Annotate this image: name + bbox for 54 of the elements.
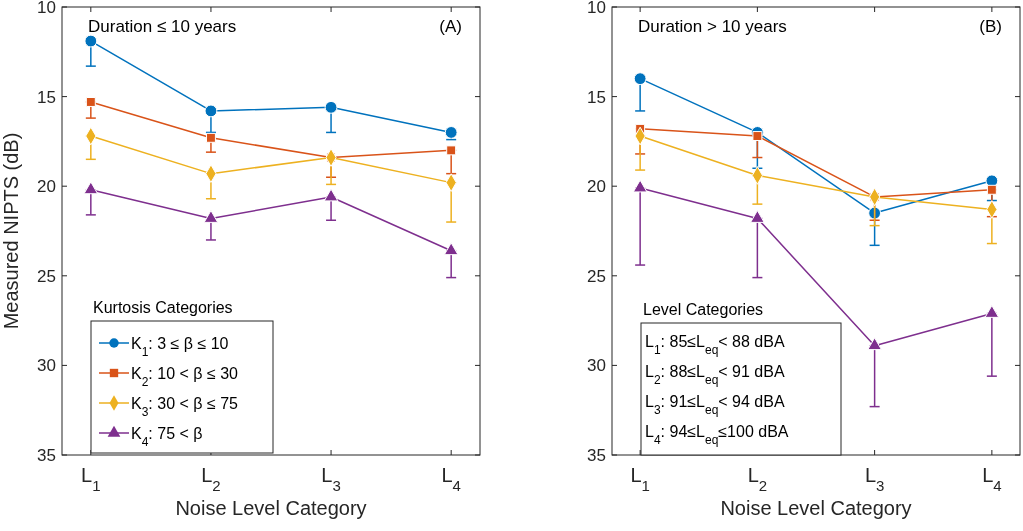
annotation: L$_{1}$: 85≤L$_{eq}$< 88 dBA [645,333,785,357]
y-axis-title: Measured NIPTS (dB) [0,132,22,330]
legend-label: K$_{4}$: 75 < β [131,424,203,449]
y-tick-label: 15 [37,87,56,107]
point [205,132,216,143]
point [443,242,459,256]
x-tick-label: L$_{2}$ [747,464,768,494]
annotation: Duration ≤ 10 years [88,17,237,36]
y-tick-label: 15 [587,87,606,107]
x-tick-label: L$_{1}$ [81,464,101,494]
x-tick-label: L$_{2}$ [201,464,221,494]
legend-title: Kurtosis Categories [93,299,233,316]
annotation: Level Categories [643,301,764,318]
legend-label: K$_{1}$: 3 ≤ β ≤ 10 [131,334,229,359]
x-tick-label: L$_{4}$ [982,464,1002,494]
y-tick-label: 35 [587,445,606,465]
point [867,337,882,351]
point [84,34,98,48]
x-tick-label: L$_{1}$ [630,464,650,494]
annotation: (B) [979,17,1002,36]
y-tick-label: 35 [37,445,56,465]
legend-label: K$_{2}$: 10 < β ≤ 30 [131,364,239,389]
point [633,72,647,86]
y-tick-label: 30 [587,356,606,376]
point [204,104,218,118]
annotation: Duration > 10 years [638,17,787,36]
annotation: (A) [439,17,462,36]
point [446,145,457,156]
x-tick-label: L$_{3}$ [321,464,341,494]
point [986,184,997,195]
y-tick-label: 25 [587,266,606,286]
y-tick-label: 20 [587,177,606,197]
annotation: L$_{4}$: 94≤L$_{eq}$≤100 dBA [645,423,789,447]
point [750,210,765,223]
y-tick-label: 10 [37,0,56,17]
point [632,179,648,193]
y-tick-label: 10 [587,0,606,17]
point [324,100,338,114]
point [85,97,96,107]
point [984,305,1000,318]
annotation: L$_{3}$: 91≤L$_{eq}$< 94 dBA [645,393,785,417]
y-tick-label: 20 [37,177,56,197]
x-tick-label: L$_{4}$ [441,464,461,494]
y-tick-label: 30 [37,356,56,376]
x-axis-title: Noise Level Category [175,497,367,519]
point [203,210,219,223]
x-tick-label: L$_{3}$ [864,464,885,494]
point [323,188,339,202]
point [752,131,763,141]
y-tick-label: 25 [37,266,56,286]
annotation: L$_{2}$: 88≤L$_{eq}$< 91 dBA [645,363,785,387]
legend-label: K$_{3}$: 30 < β ≤ 75 [131,394,239,419]
x-axis-title: Noise Level Category [720,497,912,519]
point [83,181,99,195]
